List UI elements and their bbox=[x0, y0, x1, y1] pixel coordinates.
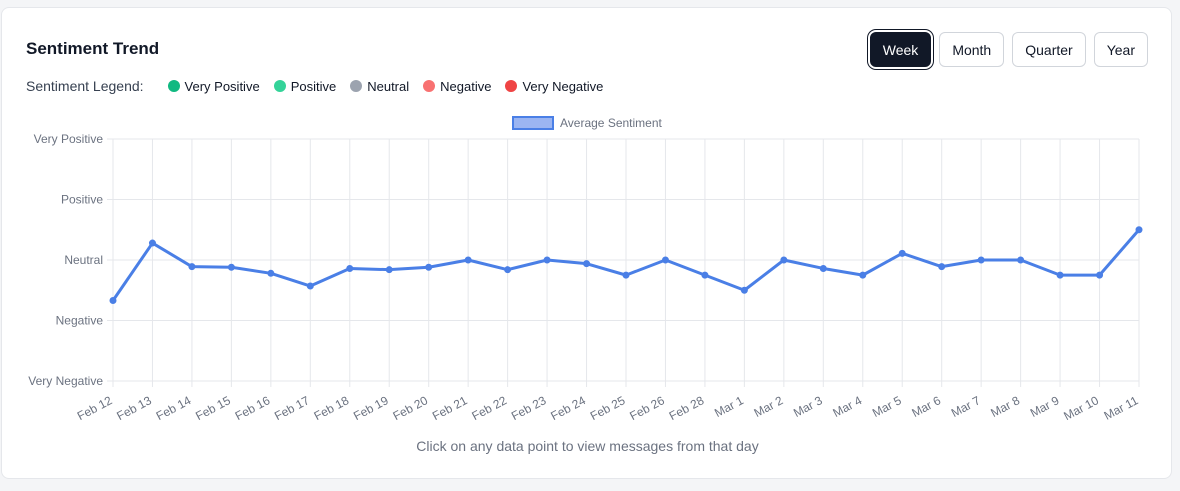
data-point[interactable] bbox=[267, 269, 275, 277]
negative-dot-icon bbox=[423, 80, 436, 92]
data-point[interactable] bbox=[938, 263, 946, 271]
x-tick-label: Feb 19 bbox=[351, 393, 391, 423]
data-point[interactable] bbox=[109, 297, 117, 305]
x-tick-label: Feb 12 bbox=[75, 393, 115, 423]
sentiment-legend: Sentiment Legend: Very Positive Positive… bbox=[26, 76, 617, 96]
legend-item-label: Neutral bbox=[367, 78, 410, 94]
x-tick-label: Feb 13 bbox=[114, 393, 154, 423]
legend-item-negative: Negative bbox=[423, 79, 491, 94]
series-legend-label: Average Sentiment bbox=[560, 116, 663, 130]
x-tick-label: Feb 17 bbox=[272, 393, 312, 423]
x-tick-label: Mar 3 bbox=[791, 393, 825, 420]
data-point[interactable] bbox=[543, 256, 551, 264]
y-tick-label: Positive bbox=[61, 193, 103, 207]
x-tick-label: Feb 14 bbox=[154, 393, 194, 423]
range-year-button[interactable]: Year bbox=[1093, 32, 1148, 67]
legend-item-very-positive: Very Positive bbox=[167, 78, 260, 94]
data-point[interactable] bbox=[661, 256, 669, 264]
legend-item-label: Negative bbox=[440, 78, 492, 94]
x-tick-label: Feb 28 bbox=[667, 393, 707, 423]
y-tick-label: Negative bbox=[56, 314, 104, 328]
x-tick-label: Feb 18 bbox=[312, 393, 352, 423]
data-point[interactable] bbox=[740, 286, 748, 294]
x-tick-label: Feb 22 bbox=[469, 393, 509, 423]
data-point[interactable] bbox=[819, 264, 827, 272]
legend-item-neutral: Neutral bbox=[350, 79, 409, 94]
x-tick-label: Mar 4 bbox=[831, 393, 865, 420]
legend-item-label: Very Positive bbox=[184, 78, 260, 94]
x-tick-label: Feb 24 bbox=[548, 393, 588, 423]
data-point[interactable] bbox=[977, 256, 985, 264]
sentiment-trend-card: Sentiment Trend Week Month Quarter Year … bbox=[1, 7, 1172, 479]
neutral-dot-icon bbox=[350, 80, 363, 92]
data-point[interactable] bbox=[188, 263, 196, 271]
legend-item-very-negative: Very Negative bbox=[505, 79, 603, 94]
x-tick-label: Mar 8 bbox=[988, 393, 1022, 420]
data-point[interactable] bbox=[306, 282, 314, 290]
x-tick-label: Mar 5 bbox=[870, 393, 904, 420]
x-tick-label: Feb 21 bbox=[430, 393, 470, 423]
data-point[interactable] bbox=[464, 256, 472, 264]
range-selector: Week Month Quarter Year bbox=[867, 32, 1148, 67]
range-week-button[interactable]: Week bbox=[869, 32, 932, 67]
x-tick-label: Mar 7 bbox=[949, 393, 983, 420]
y-tick-label: Neutral bbox=[64, 253, 103, 267]
sentiment-line-chart: Very Negative Negative Neutral Positive Very… bbox=[28, 116, 1143, 423]
series-legend-swatch bbox=[512, 116, 554, 130]
data-point[interactable] bbox=[898, 249, 906, 257]
x-tick-label: Feb 23 bbox=[509, 393, 549, 423]
data-point[interactable] bbox=[346, 264, 354, 272]
data-point[interactable] bbox=[859, 271, 867, 279]
very-negative-dot-icon bbox=[505, 80, 518, 92]
data-point[interactable] bbox=[1135, 226, 1143, 234]
range-quarter-button[interactable]: Quarter bbox=[1012, 32, 1086, 67]
data-point[interactable] bbox=[227, 263, 235, 271]
data-point[interactable] bbox=[148, 239, 156, 247]
legend-item-positive: Positive bbox=[273, 78, 337, 94]
data-point[interactable] bbox=[780, 256, 788, 264]
data-point[interactable] bbox=[504, 266, 512, 274]
very-positive-dot-icon bbox=[167, 80, 180, 92]
chart-title: Sentiment Trend bbox=[26, 39, 160, 58]
data-point[interactable] bbox=[583, 260, 591, 268]
x-tick-label: Feb 26 bbox=[627, 393, 667, 423]
legend-item-label: Very Negative bbox=[522, 78, 604, 94]
data-point[interactable] bbox=[385, 266, 393, 274]
data-point[interactable] bbox=[1017, 256, 1025, 264]
x-tick-label: Feb 20 bbox=[391, 393, 431, 423]
data-point[interactable] bbox=[1056, 271, 1064, 279]
x-tick-label: Feb 16 bbox=[233, 393, 273, 423]
x-tick-label: Feb 25 bbox=[588, 393, 628, 423]
legend-item-label: Positive bbox=[290, 78, 337, 94]
footer-note: Click on any data point to view messages… bbox=[416, 438, 759, 454]
data-point[interactable] bbox=[1096, 271, 1104, 279]
range-month-button[interactable]: Month bbox=[939, 32, 1005, 67]
data-point[interactable] bbox=[622, 271, 630, 279]
x-tick-label: Mar 1 bbox=[712, 393, 746, 420]
y-tick-label: Very Negative bbox=[28, 374, 103, 388]
x-tick-label: Mar 2 bbox=[752, 393, 786, 420]
x-tick-label: Mar 10 bbox=[1061, 393, 1101, 423]
y-tick-label: Very Positive bbox=[34, 132, 104, 146]
x-tick-label: Mar 11 bbox=[1102, 393, 1141, 423]
positive-dot-icon bbox=[273, 80, 286, 92]
x-tick-label: Mar 9 bbox=[1028, 393, 1062, 420]
data-point[interactable] bbox=[425, 263, 433, 271]
sentiment-legend-label: Sentiment Legend: bbox=[26, 78, 144, 94]
data-point[interactable] bbox=[701, 271, 709, 279]
x-tick-label: Feb 15 bbox=[193, 393, 233, 423]
x-tick-label: Mar 6 bbox=[909, 393, 943, 420]
